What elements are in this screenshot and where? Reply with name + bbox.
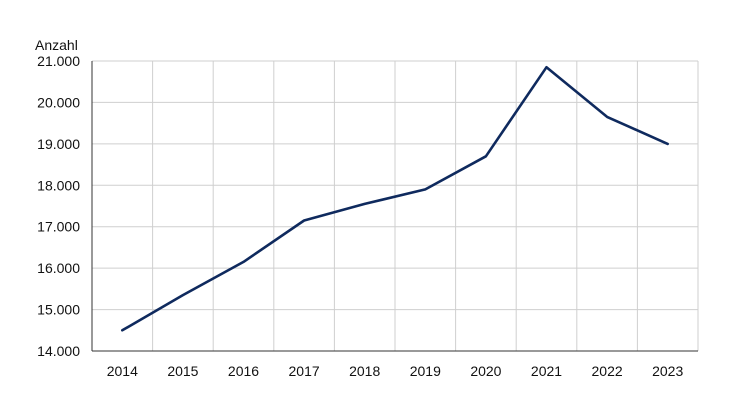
y-tick-label: 18.000 [37,177,80,193]
y-tick-label: 19.000 [37,136,80,152]
x-tick-label: 2022 [592,363,623,379]
y-tick-label: 15.000 [37,302,80,318]
x-tick-label: 2016 [228,363,259,379]
x-tick-label: 2014 [107,363,138,379]
y-tick-label: 21.000 [37,53,80,69]
label-layer: Anzahl 14.000 15.000 16.000 17.000 18.000 19.… [35,37,683,379]
x-tick-label: 2023 [652,363,683,379]
x-tick-label: 2019 [410,363,441,379]
y-tick-label: 17.000 [37,219,80,235]
y-tick-label: 14.000 [37,343,80,359]
x-tick-label: 2020 [470,363,501,379]
y-tick-label: 20.000 [37,94,80,110]
y-tick-label: 16.000 [37,260,80,276]
x-tick-label: 2017 [289,363,320,379]
x-tick-label: 2015 [167,363,198,379]
grid-layer [92,61,698,351]
x-tick-label: 2021 [531,363,562,379]
y-axis-title: Anzahl [35,37,78,53]
x-tick-label: 2018 [349,363,380,379]
